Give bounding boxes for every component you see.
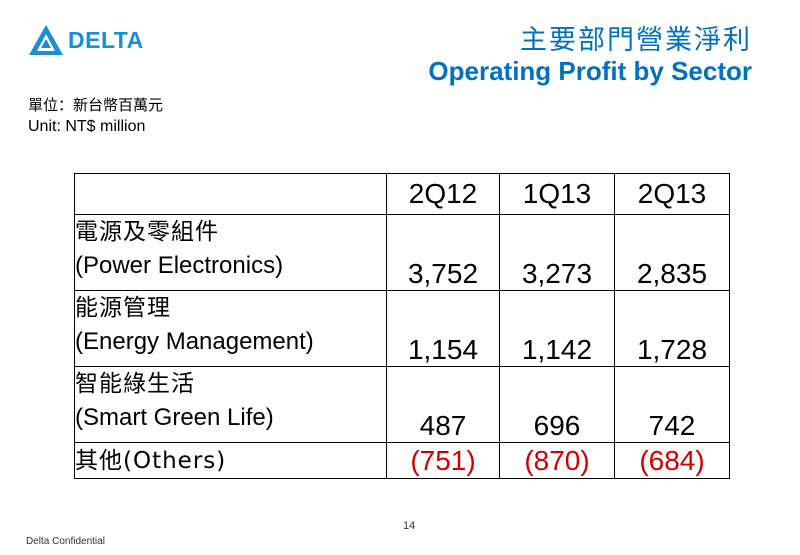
row-label: 智能綠生活 (Smart Green Life)	[74, 366, 387, 443]
row-label-others-text: 其他(Others)	[75, 447, 227, 474]
unit-note: 單位：新台幣百萬元 Unit: NT$ million	[28, 94, 163, 138]
table-cell: 3,752	[386, 214, 500, 291]
table-cell: 742	[614, 366, 730, 443]
logo-text: DELTA	[68, 26, 144, 53]
table-row-energy-management: 能源管理 (Energy Management) 1,154 1,142 1,7…	[74, 290, 730, 367]
page-title-cn: 主要部門營業淨利	[520, 25, 752, 56]
table-cell: 1,154	[386, 290, 500, 367]
page-title-en: Operating Profit by Sector	[428, 56, 752, 86]
header-cell-empty	[74, 173, 387, 215]
table-header-row: 2Q12 1Q13 2Q13	[74, 173, 730, 215]
unit-cn: 單位：新台幣百萬元	[28, 96, 164, 114]
row-label-others: 其他(Others)	[74, 442, 387, 479]
table-row-power-electronics: 電源及零組件 (Power Electronics) 3,752 3,273 2…	[74, 214, 730, 291]
row-label: 電源及零組件 (Power Electronics)	[74, 214, 387, 291]
delta-logo: DELTA	[28, 24, 144, 56]
table-cell: 1,728	[614, 290, 730, 367]
row-label-cn: 電源及零組件	[75, 219, 219, 245]
row-label-en: (Power Electronics)	[75, 252, 284, 279]
operating-profit-table: 2Q12 1Q13 2Q13 電源及零組件 (Power Electronics…	[74, 173, 730, 479]
unit-en: Unit: NT$ million	[28, 118, 146, 135]
row-label-cn: 能源管理	[75, 295, 171, 321]
table-cell: 3,273	[499, 214, 615, 291]
table-cell-negative: (751)	[386, 442, 500, 479]
header-cell-2q13: 2Q13	[614, 173, 730, 215]
header-cell-2q12: 2Q12	[386, 173, 500, 215]
confidential-note: Delta Confidential	[26, 536, 105, 547]
table-cell: 1,142	[499, 290, 615, 367]
row-label-en: (Energy Management)	[75, 328, 314, 355]
table-cell: 487	[386, 366, 500, 443]
delta-triangle-icon	[29, 25, 63, 55]
table-row-others: 其他(Others) (751) (870) (684)	[74, 442, 730, 479]
table-cell: 696	[499, 366, 615, 443]
table-cell: 2,835	[614, 214, 730, 291]
row-label: 能源管理 (Energy Management)	[74, 290, 387, 367]
table-cell-negative: (684)	[614, 442, 730, 479]
row-label-en: (Smart Green Life)	[75, 404, 274, 431]
table-row-smart-green-life: 智能綠生活 (Smart Green Life) 487 696 742	[74, 366, 730, 443]
row-label-cn: 智能綠生活	[75, 371, 195, 397]
table-cell-negative: (870)	[499, 442, 615, 479]
page-number: 14	[403, 520, 416, 532]
header-cell-1q13: 1Q13	[499, 173, 615, 215]
